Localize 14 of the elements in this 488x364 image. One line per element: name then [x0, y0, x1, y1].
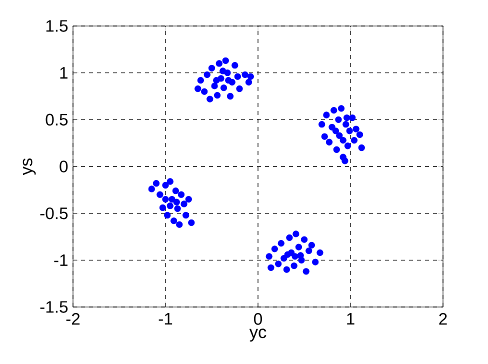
x-tick-label: -1 — [158, 313, 172, 325]
x-tick-label: 1 — [347, 313, 354, 325]
y-tick-label: -1.5 — [40, 301, 68, 313]
y-tick-label: -0.5 — [40, 207, 68, 220]
y-tick-label: -1 — [54, 254, 68, 266]
x-tick-label: 2 — [439, 313, 447, 325]
x-tick-label: -2 — [66, 313, 80, 325]
y-tick-label: 1 — [60, 67, 68, 79]
x-tick-label: 0 — [254, 313, 262, 325]
y-tick-label: 0.5 — [46, 114, 68, 126]
x-axis-title: yc — [249, 328, 266, 342]
y-tick-label: 1.5 — [46, 20, 68, 32]
y-tick-label: 0 — [60, 160, 68, 172]
y-axis-title: ys — [22, 158, 36, 176]
